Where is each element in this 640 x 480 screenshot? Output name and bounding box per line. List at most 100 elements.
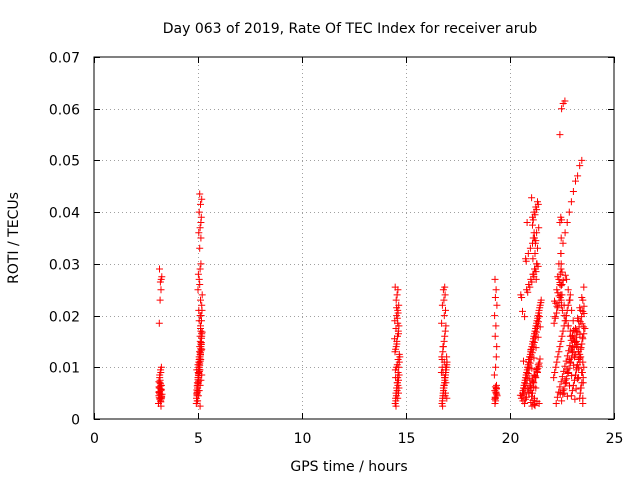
data-point: [529, 340, 536, 348]
x-tick-label: 25: [606, 431, 624, 447]
data-point: [578, 320, 586, 328]
data-point: [558, 373, 566, 381]
data-point: [563, 392, 571, 400]
data-point: [558, 281, 566, 288]
x-tick-label: 5: [194, 431, 203, 447]
data-point: [493, 301, 501, 309]
data-point: [569, 188, 577, 195]
data-point: [493, 343, 501, 351]
data-point: [198, 332, 206, 340]
data-point: [491, 395, 499, 403]
data-point: [556, 343, 564, 351]
y-axis-label: ROTI / TECUs: [6, 192, 22, 284]
data-point: [157, 275, 165, 283]
data-point: [556, 131, 564, 139]
data-point: [578, 294, 586, 301]
data-point: [526, 283, 534, 291]
data-point: [560, 367, 568, 375]
data-point: [573, 363, 581, 371]
data-point: [557, 234, 565, 242]
data-point: [438, 319, 446, 327]
data-point: [580, 323, 588, 331]
data-point: [441, 332, 449, 340]
data-point: [441, 327, 449, 335]
data-point: [197, 234, 205, 242]
data-point: [563, 275, 571, 283]
data-point: [528, 364, 536, 372]
data-point: [566, 327, 574, 335]
data-point: [533, 206, 541, 214]
data-point: [555, 348, 563, 356]
data-point: [196, 244, 204, 252]
data-point: [528, 349, 536, 357]
x-tick-label: 20: [502, 431, 520, 447]
data-point: [557, 260, 565, 268]
grid-lines: [94, 57, 614, 419]
data-point: [195, 387, 203, 395]
data-point: [557, 250, 565, 257]
data-point: [197, 296, 204, 304]
data-point: [196, 190, 204, 198]
data-point: [567, 198, 575, 206]
data-point: [194, 361, 202, 369]
data-point: [438, 301, 446, 309]
data-point: [442, 322, 450, 330]
data-point: [576, 389, 584, 397]
data-point: [554, 304, 562, 312]
data-point: [519, 307, 526, 315]
y-tick-label: 0.02: [49, 310, 80, 326]
data-point: [578, 369, 586, 376]
data-point: [197, 325, 204, 332]
data-point: [193, 366, 201, 374]
data-point: [155, 319, 163, 327]
data-point: [492, 322, 500, 330]
data-point: [537, 299, 545, 307]
data-point: [574, 314, 582, 322]
data-point: [574, 172, 582, 180]
data-point: [491, 332, 499, 340]
data-point: [579, 374, 587, 382]
data-point: [156, 391, 164, 399]
data-point: [578, 379, 586, 387]
data-point: [442, 306, 449, 314]
data-point: [568, 306, 576, 314]
x-tick-label: 10: [294, 431, 312, 447]
data-point: [196, 312, 204, 320]
data-point: [580, 302, 588, 310]
data-point: [529, 255, 537, 263]
data-point: [443, 353, 451, 361]
data-point: [157, 369, 165, 376]
data-point: [395, 330, 402, 338]
x-tick-label: 0: [90, 431, 99, 447]
data-point: [577, 344, 585, 352]
data-point: [534, 314, 542, 322]
data-point: [569, 317, 577, 325]
data-point: [555, 388, 563, 396]
data-point: [573, 375, 581, 383]
data-point: [565, 208, 573, 216]
data-point: [577, 384, 585, 392]
data-point: [553, 309, 561, 317]
data-point: [571, 337, 578, 345]
data-point: [533, 260, 541, 268]
y-tick-label: 0.03: [49, 258, 80, 274]
data-point: [557, 213, 565, 221]
data-point: [529, 378, 537, 386]
data-point: [529, 216, 537, 224]
data-point: [553, 302, 561, 310]
data-point: [518, 294, 526, 301]
data-point: [530, 229, 538, 237]
data-point: [521, 400, 529, 407]
data-point: [576, 304, 584, 312]
data-point: [572, 385, 580, 393]
data-point: [491, 387, 499, 395]
data-point: [552, 299, 560, 307]
data-point: [441, 283, 449, 291]
data-point: [198, 345, 206, 353]
axis-tick-labels: 0 5 10 15 20 25 0 0.01 0.02 0.03 0.04 0.05 0.06 0.07: [49, 51, 624, 448]
data-point: [440, 381, 448, 389]
y-tick-label: 0.01: [49, 361, 80, 377]
data-point: [557, 282, 565, 290]
data-point: [561, 229, 569, 237]
data-point: [392, 296, 400, 304]
